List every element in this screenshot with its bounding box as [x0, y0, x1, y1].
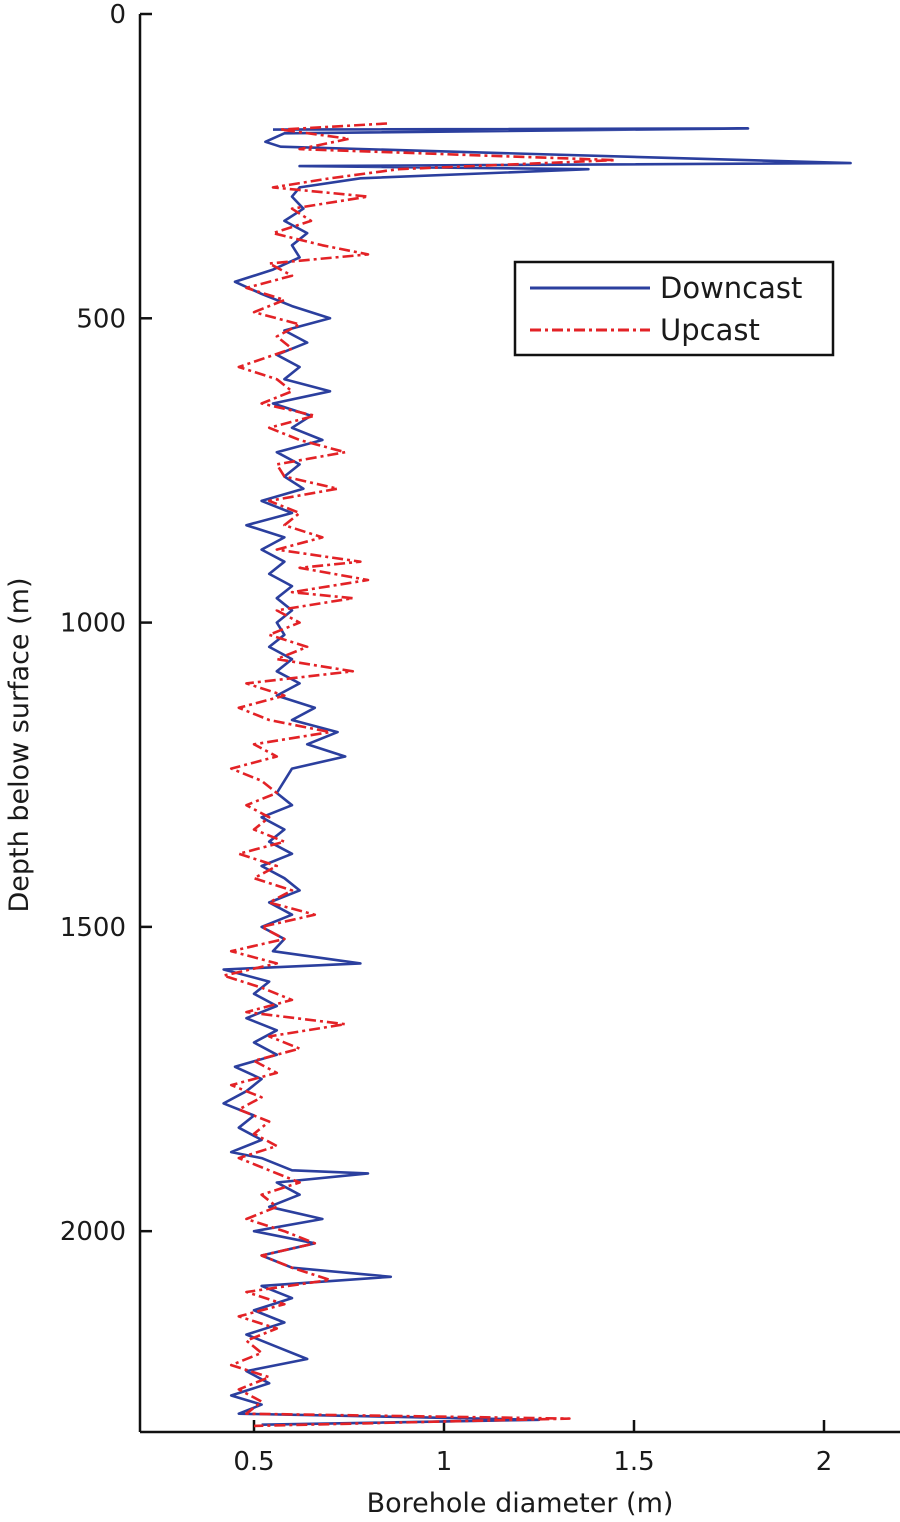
- y-tick-label: 500: [76, 304, 126, 334]
- legend-label-upcast: Upcast: [660, 313, 760, 347]
- x-tick-label: 1.5: [613, 1447, 654, 1477]
- x-tick-label: 0.5: [233, 1447, 274, 1477]
- legend-label-downcast: Downcast: [660, 271, 802, 305]
- series-line-upcast: [222, 122, 617, 1428]
- legend: Downcast Upcast: [513, 260, 835, 357]
- y-tick-label: 2000: [60, 1217, 126, 1247]
- y-axis-ticks: 0 500 1000 1500 2000: [60, 0, 152, 1247]
- y-axis-label: Depth below surface (m): [4, 578, 35, 913]
- y-tick-label: 0: [109, 0, 126, 30]
- x-tick-label: 2: [816, 1447, 833, 1477]
- y-tick-label: 1000: [60, 609, 126, 639]
- series-layer: [222, 122, 852, 1428]
- x-axis-ticks: 0.5 1 1.5 2: [233, 1420, 832, 1477]
- x-axis-label: Borehole diameter (m): [367, 1488, 674, 1519]
- legend-box: [513, 260, 835, 357]
- series-line-downcast: [222, 127, 852, 1426]
- x-tick-label: 1: [436, 1447, 453, 1477]
- y-tick-label: 1500: [60, 913, 126, 943]
